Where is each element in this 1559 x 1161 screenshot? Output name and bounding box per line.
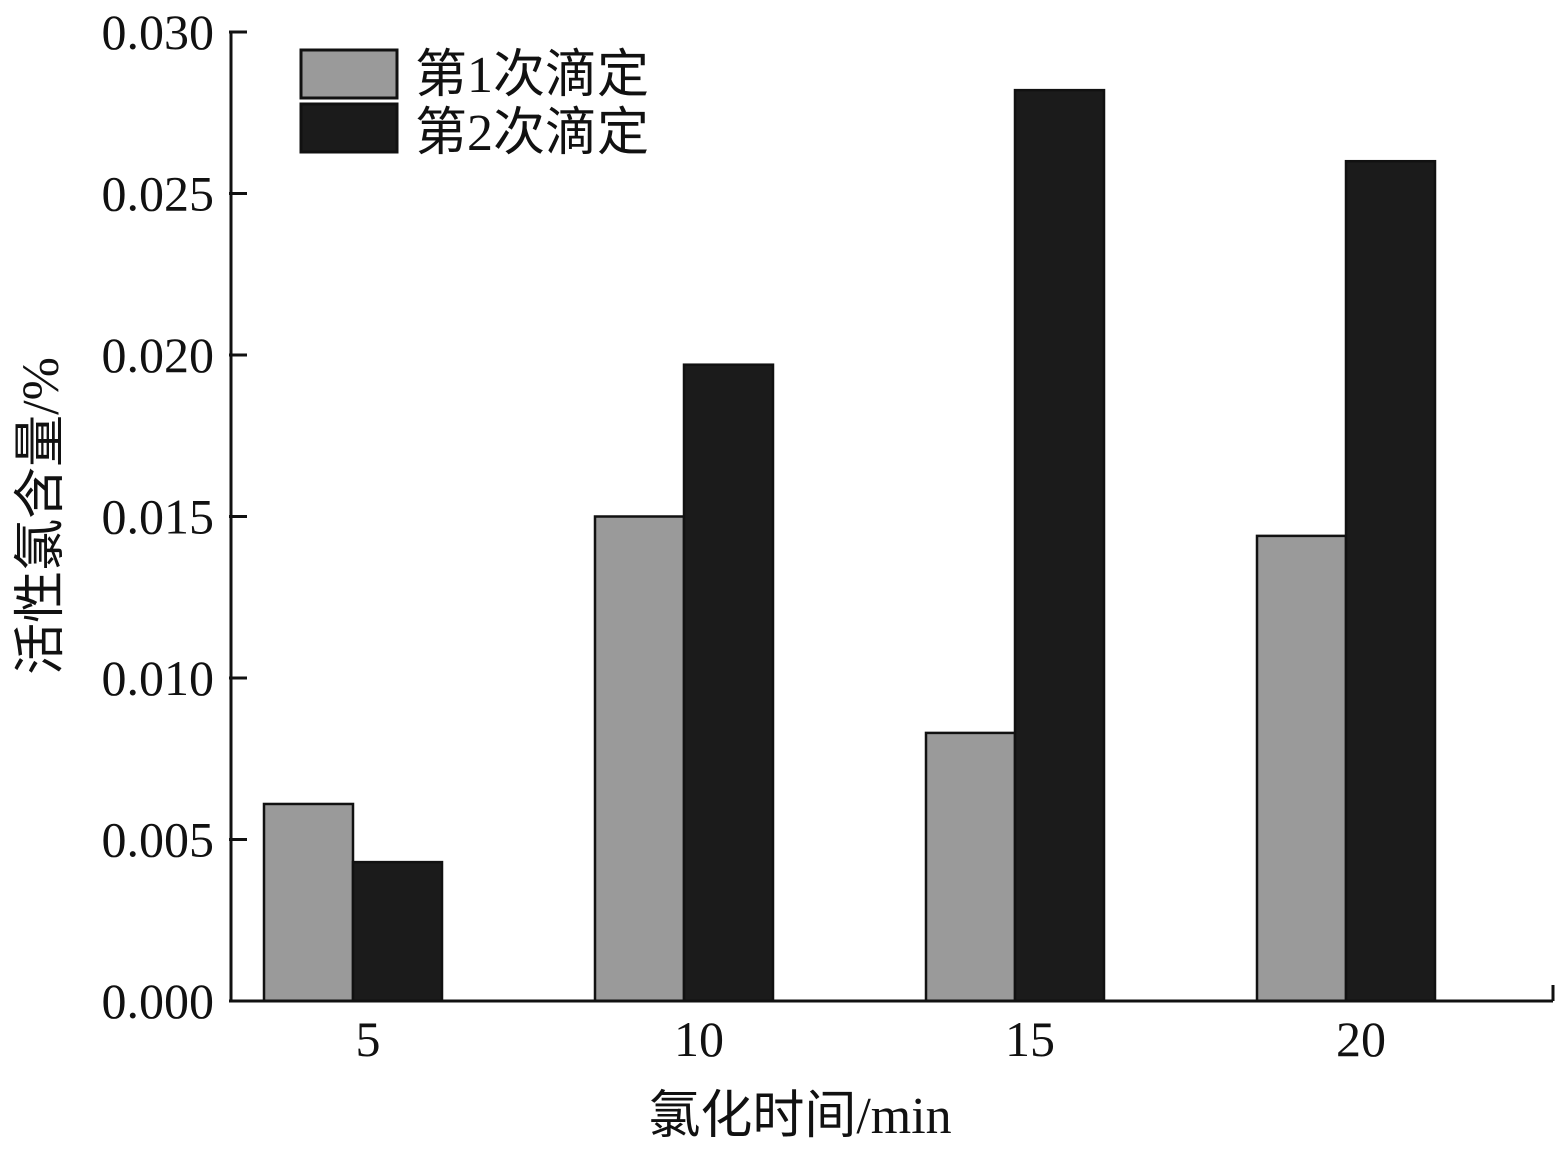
y-tick-label: 0.020 — [102, 327, 215, 383]
y-tick-label: 0.025 — [102, 166, 215, 222]
x-tick-label: 20 — [1336, 1011, 1386, 1067]
y-axis-title: 活性氯含量/% — [13, 357, 70, 675]
legend-label-series-2: 第2次滴定 — [415, 105, 649, 162]
bar-series-2-20 — [1344, 159, 1437, 1003]
y-tick-label: 0.015 — [102, 489, 215, 545]
bar-series-2-10 — [682, 363, 775, 1003]
bar-series-1-20 — [1255, 534, 1348, 1003]
bar-series-2-5 — [351, 860, 444, 1003]
bars-layer — [262, 88, 1437, 1003]
bar-series-1-5 — [262, 802, 355, 1003]
y-ticks: 0.000 0.005 0.010 0.015 0.020 0.025 0.030 — [102, 4, 247, 1029]
x-ticks: 5 10 15 20 — [356, 1011, 1387, 1067]
y-tick-label: 0.030 — [102, 4, 215, 60]
x-tick-label: 15 — [1005, 1011, 1055, 1067]
y-tick-label: 0.010 — [102, 650, 215, 706]
bar-series-1-10 — [593, 515, 686, 1003]
legend-swatch-series-2 — [299, 102, 399, 154]
legend: 第1次滴定 第2次滴定 — [299, 47, 649, 162]
legend-swatch-series-1 — [299, 48, 399, 100]
bar-series-2-15 — [1013, 88, 1106, 1003]
bar-series-1-15 — [924, 731, 1017, 1003]
legend-label-series-1: 第1次滴定 — [415, 47, 649, 104]
y-tick-label: 0.000 — [102, 973, 215, 1029]
x-tick-label: 5 — [356, 1011, 381, 1067]
y-tick-label: 0.005 — [102, 812, 215, 868]
x-axis-title: 氯化时间/min — [648, 1088, 951, 1145]
x-tick-label: 10 — [674, 1011, 724, 1067]
